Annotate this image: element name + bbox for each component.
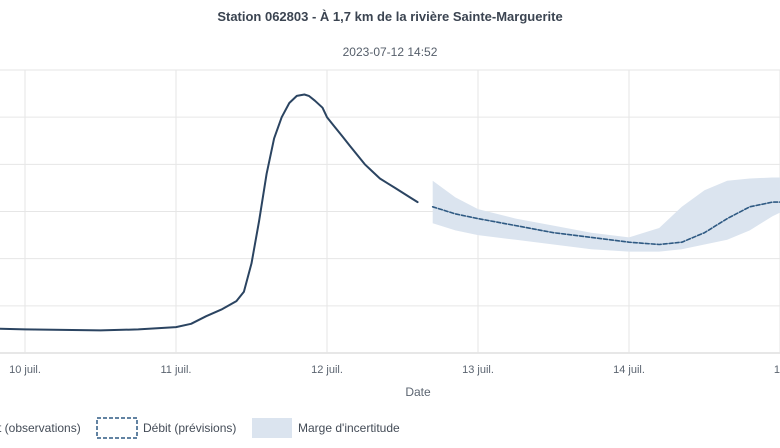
x-axis-title: Date bbox=[405, 385, 431, 399]
series-layer bbox=[0, 93, 780, 332]
x-tick-label: 12 juil. bbox=[311, 364, 343, 376]
x-tick-label: 13 juil. bbox=[462, 364, 494, 376]
chart-title: Station 062803 - À 1,7 km de la rivière … bbox=[217, 9, 563, 24]
x-tick-labels: 10 juil. 11 juil. 12 juil. 13 juil. 14 juil.… bbox=[9, 364, 780, 376]
legend: t (observations) Débit (prévisions) Marg… bbox=[0, 417, 400, 439]
legend-label-observations: t (observations) bbox=[0, 421, 81, 435]
legend-label-uncertainty: Marge d'incertitude bbox=[298, 421, 400, 435]
uncertainty-band bbox=[432, 177, 780, 252]
legend-label-forecast: Débit (prévisions) bbox=[143, 421, 236, 435]
legend-item-forecast[interactable]: Débit (prévisions) bbox=[96, 417, 236, 439]
x-tick-label: 14 juil. bbox=[613, 364, 645, 376]
legend-item-uncertainty[interactable]: Marge d'incertitude bbox=[252, 418, 400, 438]
legend-swatch-forecast bbox=[96, 417, 138, 439]
uncertainty-band-layer bbox=[432, 177, 780, 252]
chart-subtitle: 2023-07-12 14:52 bbox=[342, 45, 438, 59]
series-line-forecast bbox=[431, 201, 780, 246]
legend-swatch-uncertainty bbox=[252, 418, 292, 438]
x-tick-label: 15 bbox=[774, 364, 780, 376]
x-tick-label: 11 juil. bbox=[161, 364, 192, 376]
grid bbox=[0, 69, 780, 354]
series-line-observations bbox=[0, 93, 419, 332]
legend-item-observations[interactable]: t (observations) bbox=[0, 421, 81, 435]
x-tick-label: 10 juil. bbox=[9, 364, 41, 376]
